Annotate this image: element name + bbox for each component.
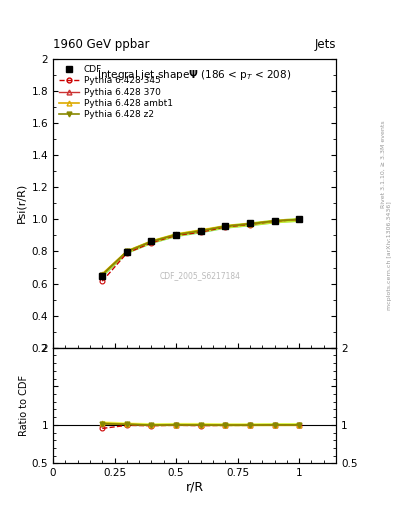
Legend: CDF, Pythia 6.428 345, Pythia 6.428 370, Pythia 6.428 ambt1, Pythia 6.428 z2: CDF, Pythia 6.428 345, Pythia 6.428 370,…	[57, 63, 174, 121]
Y-axis label: Ratio to CDF: Ratio to CDF	[19, 375, 29, 436]
Text: CDF_2005_S6217184: CDF_2005_S6217184	[160, 271, 241, 280]
Y-axis label: Psi(r/R): Psi(r/R)	[16, 183, 26, 223]
Text: Jets: Jets	[314, 38, 336, 51]
Text: Rivet 3.1.10, ≥ 3.3M events: Rivet 3.1.10, ≥ 3.3M events	[381, 120, 386, 208]
Text: 1960 GeV ppbar: 1960 GeV ppbar	[53, 38, 150, 51]
X-axis label: r/R: r/R	[185, 481, 204, 494]
Text: Integral jet shape$\mathbf{\Psi}$ (186 < p$_T$ < 208): Integral jet shape$\mathbf{\Psi}$ (186 <…	[97, 68, 292, 81]
Text: mcplots.cern.ch [arXiv:1306.3436]: mcplots.cern.ch [arXiv:1306.3436]	[387, 202, 391, 310]
